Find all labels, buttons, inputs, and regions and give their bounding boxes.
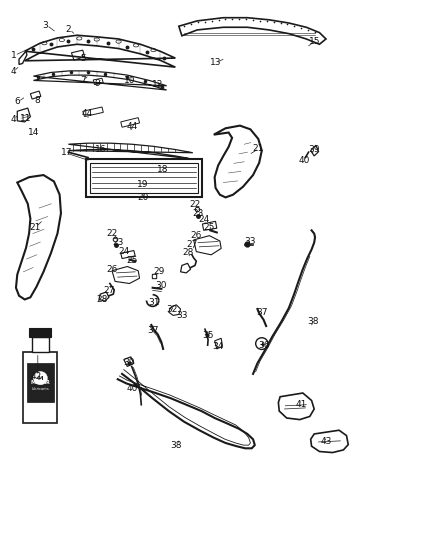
Text: lubricants: lubricants (32, 387, 49, 391)
Text: 8: 8 (34, 96, 40, 105)
Text: 14: 14 (28, 128, 39, 137)
Text: 37: 37 (147, 326, 159, 335)
Text: 18: 18 (156, 165, 168, 174)
Text: 27: 27 (103, 286, 115, 295)
Text: 38: 38 (170, 441, 182, 450)
Text: 16: 16 (95, 145, 106, 154)
Text: 36: 36 (258, 341, 269, 350)
Text: 43: 43 (320, 438, 332, 447)
Polygon shape (29, 328, 51, 337)
Text: 39: 39 (124, 358, 135, 367)
Text: 21: 21 (253, 144, 264, 153)
Text: 42: 42 (31, 372, 42, 381)
Text: 22: 22 (189, 200, 201, 209)
Text: 44: 44 (127, 122, 138, 131)
Text: 26: 26 (191, 231, 202, 240)
Text: 12: 12 (152, 80, 163, 89)
Text: 20: 20 (137, 193, 148, 203)
Text: 19: 19 (137, 180, 148, 189)
Ellipse shape (33, 372, 47, 385)
Text: 28: 28 (182, 248, 193, 257)
Text: M: M (38, 376, 43, 381)
Text: 2: 2 (66, 25, 71, 34)
Text: 5: 5 (80, 54, 86, 62)
Text: 13: 13 (210, 58, 221, 67)
Text: 39: 39 (308, 145, 320, 154)
Text: 25: 25 (126, 256, 138, 264)
Text: 1: 1 (11, 51, 17, 60)
Text: 22: 22 (106, 229, 118, 238)
Text: 15: 15 (309, 37, 321, 46)
Text: 31: 31 (148, 298, 160, 307)
Text: 10: 10 (124, 76, 135, 85)
Text: 37: 37 (256, 308, 268, 317)
Text: 4: 4 (10, 115, 16, 124)
Text: 21: 21 (29, 223, 40, 232)
Text: 7: 7 (80, 76, 86, 85)
Text: 4: 4 (10, 67, 16, 76)
Polygon shape (27, 364, 54, 402)
Text: 33: 33 (176, 311, 187, 320)
Text: 29: 29 (153, 268, 164, 276)
Text: 30: 30 (155, 281, 167, 290)
Text: 25: 25 (204, 223, 215, 232)
Text: 28: 28 (96, 295, 108, 304)
Text: 34: 34 (212, 342, 224, 351)
Text: 40: 40 (298, 156, 310, 165)
Text: 11: 11 (20, 114, 32, 123)
Polygon shape (23, 352, 57, 423)
Text: 24: 24 (198, 215, 209, 224)
Text: 9: 9 (95, 78, 100, 87)
Text: 40: 40 (127, 384, 138, 393)
Text: 24: 24 (118, 247, 130, 256)
Text: 27: 27 (186, 240, 198, 249)
Text: 33: 33 (245, 237, 256, 246)
Text: 17: 17 (61, 148, 73, 157)
Text: 44: 44 (81, 109, 93, 118)
Text: 6: 6 (14, 97, 20, 106)
Polygon shape (32, 337, 49, 352)
Text: 38: 38 (307, 317, 318, 326)
Text: 3: 3 (42, 21, 48, 30)
Text: 26: 26 (106, 265, 118, 273)
Text: 35: 35 (202, 331, 214, 340)
Text: 23: 23 (112, 238, 124, 247)
Text: MOPAR: MOPAR (31, 380, 50, 385)
Text: 32: 32 (166, 304, 177, 313)
Text: 23: 23 (192, 209, 204, 218)
Text: 41: 41 (295, 400, 307, 409)
